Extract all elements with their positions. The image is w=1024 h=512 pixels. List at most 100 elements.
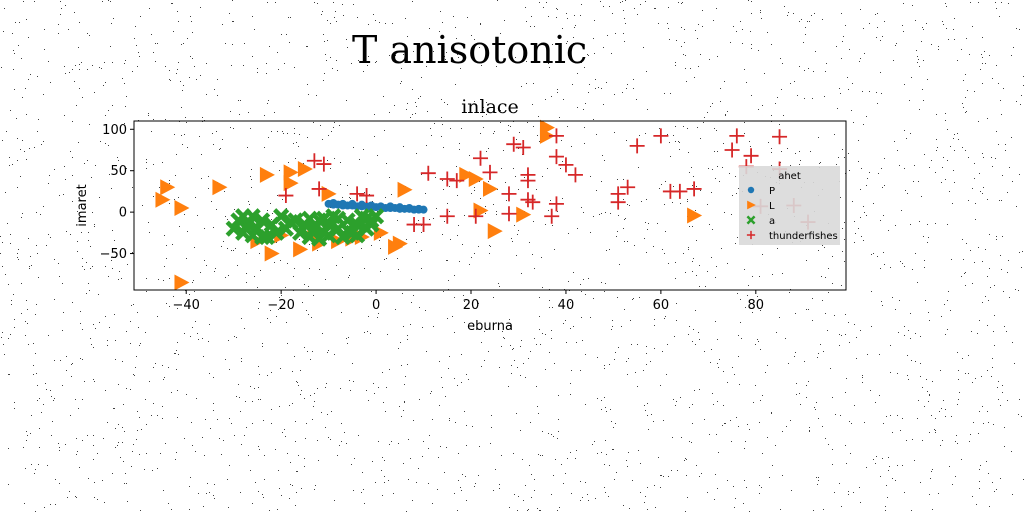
series-0 (324, 199, 428, 214)
data-point (567, 167, 583, 183)
chart-title: inlace (461, 96, 519, 118)
y-tick-label: 50 (110, 164, 127, 179)
y-axis: −50 0 50 100 (100, 123, 134, 262)
data-point (395, 203, 404, 212)
data-point (212, 179, 228, 196)
data-point (610, 194, 626, 210)
data-point (516, 206, 532, 223)
data-point (235, 208, 252, 225)
x-tick-label: 80 (748, 298, 765, 313)
data-point (311, 181, 327, 197)
data-point (506, 136, 522, 152)
data-point (283, 164, 299, 181)
data-point (349, 186, 365, 202)
data-point (357, 200, 366, 209)
data-point (254, 212, 271, 229)
data-point (414, 204, 423, 213)
data-point (339, 222, 356, 239)
data-point (459, 166, 475, 183)
data-point (487, 223, 503, 240)
legend-title: ahet (778, 171, 801, 182)
data-point (743, 148, 759, 164)
data-point (293, 241, 309, 258)
legend-box (739, 166, 840, 245)
x-tick-label: −20 (267, 298, 294, 313)
series-1 (155, 119, 703, 291)
data-point (376, 202, 385, 211)
data-point (439, 208, 455, 224)
data-point (278, 188, 294, 204)
data-point (155, 191, 171, 208)
legend-marker (746, 230, 756, 240)
data-point (306, 153, 322, 169)
data-point (282, 213, 299, 231)
data-point (363, 216, 380, 233)
data-point (439, 171, 455, 187)
data-point (416, 217, 432, 233)
data-point (244, 227, 261, 244)
legend-label: a (769, 216, 775, 227)
y-tick-label: 0 (119, 206, 127, 221)
figure-suptitle: T anisotonic (352, 28, 588, 72)
x-tick-label: 60 (653, 298, 670, 313)
x-axis: −40 −20 0 20 40 60 80 (172, 290, 764, 313)
data-point (392, 235, 408, 252)
data-point (672, 183, 688, 199)
data-point (258, 228, 275, 246)
data-point (468, 208, 484, 224)
data-point (525, 194, 541, 210)
x-tick-label: 20 (463, 298, 480, 313)
data-point (483, 180, 498, 197)
data-point (468, 170, 484, 187)
data-point (259, 166, 275, 183)
data-point (420, 165, 436, 181)
data-point (225, 220, 242, 237)
data-point (724, 142, 740, 158)
data-point (273, 208, 290, 225)
legend-label: L (769, 201, 775, 212)
data-point (316, 156, 332, 172)
data-point (338, 199, 347, 208)
data-point (301, 210, 318, 227)
legend-marker (746, 215, 756, 225)
data-point (558, 157, 574, 173)
data-point (473, 150, 489, 166)
series-2 (225, 208, 385, 247)
legend-marker (747, 200, 756, 210)
data-point (311, 230, 328, 247)
data-point (620, 179, 636, 195)
legend-label: thunderfishes (769, 231, 838, 242)
data-point (482, 164, 498, 180)
data-point (160, 179, 176, 196)
axes-frame (133, 120, 847, 291)
x-tick-label: −40 (172, 298, 199, 313)
data-point (520, 173, 536, 189)
data-point (315, 210, 332, 227)
data-point (405, 203, 414, 212)
data-point (501, 186, 517, 202)
x-axis-label: eburna (467, 319, 513, 334)
data-point (548, 149, 564, 165)
data-point (397, 181, 413, 198)
data-point (268, 224, 285, 241)
data-point (501, 206, 517, 222)
data-point (359, 188, 375, 204)
data-point (548, 196, 564, 212)
data-point (729, 128, 745, 144)
legend-marker (747, 186, 755, 194)
data-point (653, 128, 669, 144)
data-point (515, 140, 531, 156)
data-point (473, 202, 489, 219)
data-point (629, 138, 645, 154)
legend-label: P (769, 186, 775, 197)
data-point (329, 199, 338, 208)
data-point (772, 129, 788, 145)
y-tick-label: −50 (100, 247, 127, 262)
data-point (686, 181, 702, 197)
data-point (283, 175, 299, 192)
data-point (264, 245, 280, 262)
data-point (544, 208, 560, 224)
data-point (297, 161, 313, 178)
